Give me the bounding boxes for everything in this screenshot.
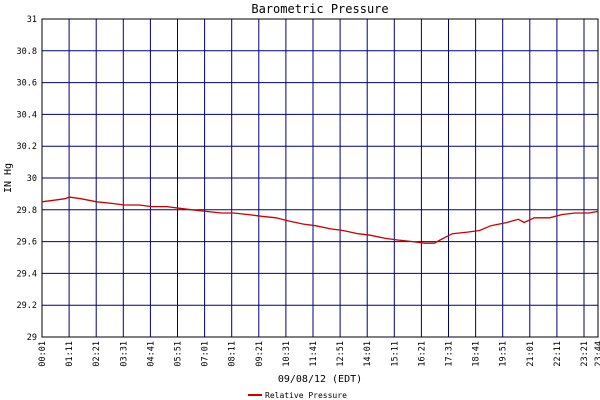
y-tick-label: 30.8 bbox=[17, 47, 37, 57]
x-tick-label: 05:51 bbox=[174, 341, 184, 367]
x-tick-label: 21:01 bbox=[526, 341, 536, 367]
x-axis-ticks: 00:01 01:11 02:21 03:31 04:41 05:51 07:01 08:11… bbox=[38, 341, 600, 367]
x-tick-label: 08:11 bbox=[228, 341, 238, 367]
x-tick-label: 15:11 bbox=[390, 341, 400, 367]
x-tick-label: 18:41 bbox=[472, 341, 482, 367]
x-tick-label: 14:01 bbox=[363, 341, 373, 367]
y-tick-label: 29.4 bbox=[17, 269, 37, 279]
y-tick-label: 30.6 bbox=[17, 79, 37, 89]
x-tick-label: 12:51 bbox=[336, 341, 346, 367]
x-tick-label: 17:31 bbox=[445, 341, 455, 367]
y-tick-label: 30.4 bbox=[17, 110, 37, 120]
x-tick-label: 22:11 bbox=[553, 341, 563, 367]
series-layer bbox=[41, 196, 599, 244]
y-tick-label: 29.8 bbox=[17, 206, 37, 216]
y-axis-ticks: 29 29.2 29.4 29.6 29.8 30 30.2 30.4 30.6 30.8 31 bbox=[17, 15, 37, 343]
x-tick-label: 11:41 bbox=[309, 341, 319, 367]
y-tick-label: 29.2 bbox=[17, 301, 37, 311]
x-tick-label: 09:21 bbox=[255, 341, 265, 367]
x-tick-label: 10:31 bbox=[282, 341, 292, 367]
x-tick-label: 02:21 bbox=[92, 341, 102, 367]
x-tick-label: 23:21 bbox=[580, 341, 590, 367]
y-tick-label: 29.6 bbox=[17, 238, 37, 248]
x-axis-label: 09/08/12 (EDT) bbox=[278, 374, 362, 385]
y-axis-label: IN Hg bbox=[3, 163, 14, 193]
chart-title: Barometric Pressure bbox=[251, 2, 388, 16]
y-tick-label: 30 bbox=[27, 174, 37, 184]
x-tick-label: 19:51 bbox=[499, 341, 509, 367]
x-tick-label: 04:41 bbox=[146, 341, 156, 367]
y-tick-label: 30.2 bbox=[17, 142, 37, 152]
legend: Relative Pressure bbox=[248, 391, 347, 400]
y-tick-label: 31 bbox=[27, 15, 37, 25]
y-tick-label: 29 bbox=[27, 333, 37, 343]
chart-grid bbox=[41, 18, 599, 338]
x-tick-label: 16:21 bbox=[417, 341, 427, 367]
x-tick-label: 00:01 bbox=[38, 341, 48, 367]
x-tick-label: 03:31 bbox=[119, 341, 129, 367]
x-tick-label: 01:11 bbox=[65, 341, 75, 367]
x-tick-label: 07:01 bbox=[201, 341, 211, 367]
x-tick-label: 23:44 bbox=[594, 341, 600, 367]
legend-label: Relative Pressure bbox=[265, 391, 347, 400]
series-line-relative-pressure bbox=[41, 196, 599, 244]
plot-border bbox=[41, 18, 599, 338]
